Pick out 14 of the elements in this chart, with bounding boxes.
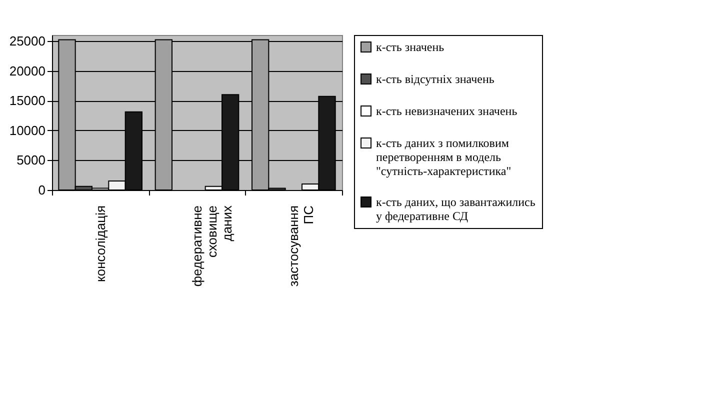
legend-label: к-сть даних з помилковим перетворенням в модель "сутність-характеристика": [376, 136, 512, 178]
legend-label: к-сть відсутніх значень: [376, 72, 495, 86]
y-tick-label: 20000: [9, 63, 46, 78]
y-tick-label: 5000: [16, 152, 46, 168]
x-tick-label: консолідація: [92, 206, 108, 282]
y-tick-label: 0: [38, 182, 46, 198]
y-tick-label: 25000: [9, 33, 46, 48]
y-tick-label: 10000: [9, 122, 46, 138]
legend-label: к-сть значень: [376, 40, 445, 54]
x-tick-label: федеративне сховище даних: [190, 205, 234, 287]
legend-label: к-сть даних, що завантажились у федеративне СД: [376, 195, 536, 223]
x-tick-label: застосування ПС: [286, 206, 316, 287]
legend-label: к-сть невизначених значень: [376, 104, 518, 118]
y-tick-label: 15000: [9, 93, 46, 108]
